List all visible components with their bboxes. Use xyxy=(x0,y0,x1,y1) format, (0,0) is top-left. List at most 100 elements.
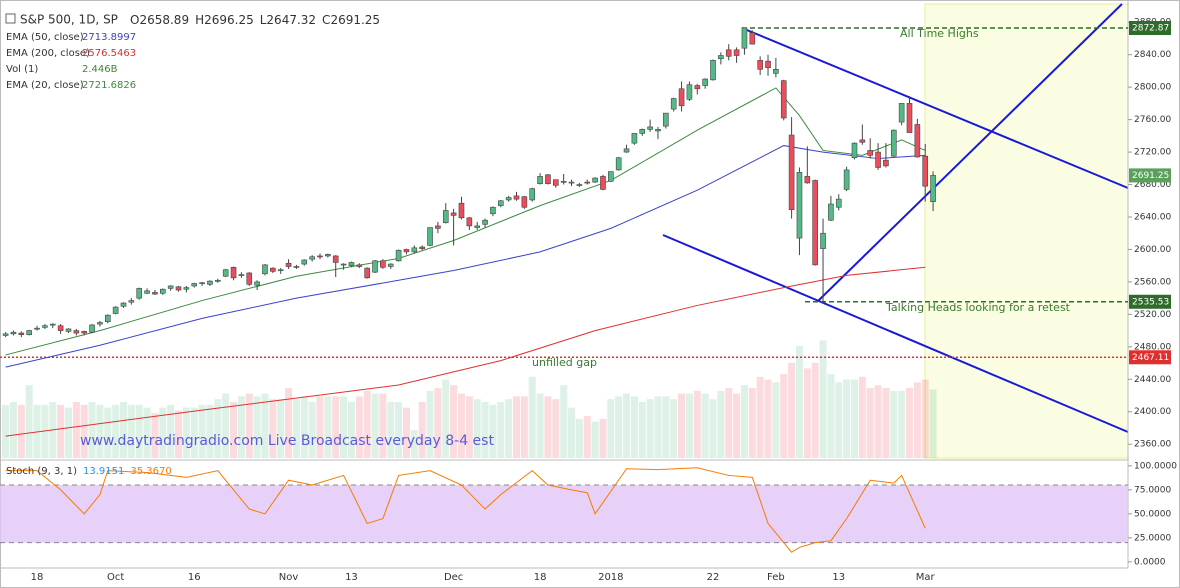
candle-body xyxy=(26,330,32,335)
volume-bar xyxy=(285,388,293,458)
stoch-name: Stoch (9, 3, 1) xyxy=(6,466,77,477)
candle-body xyxy=(733,49,740,56)
candle-body xyxy=(906,103,913,133)
y-tick-label: 2400.00 xyxy=(1134,407,1171,417)
x-tick-label: 13 xyxy=(832,572,845,583)
volume-bar xyxy=(827,374,835,458)
candle-body xyxy=(277,269,284,272)
volume-bar xyxy=(230,402,238,458)
level-tag xyxy=(1129,350,1171,365)
candle-body xyxy=(576,184,583,186)
volume-bar xyxy=(544,396,552,458)
volume-bar xyxy=(159,407,167,458)
y-tick-label: 0.0000 xyxy=(1134,557,1166,567)
trend-line xyxy=(662,234,1129,433)
candle-body xyxy=(191,283,198,287)
candle-body xyxy=(207,280,213,285)
level-label: 2691.25 xyxy=(1132,171,1169,181)
candle-body xyxy=(623,148,630,153)
candle-body xyxy=(175,286,182,291)
y-tick-label: 25.0000 xyxy=(1134,533,1171,543)
y-tick-label: 2800.00 xyxy=(1134,83,1171,93)
candle-body xyxy=(246,272,253,285)
stoch-k: 13.9151 xyxy=(83,466,124,477)
volume-bar xyxy=(678,393,686,458)
candle-body xyxy=(600,176,606,190)
candle-body xyxy=(144,290,150,294)
volume-bar xyxy=(269,399,277,458)
volume-bar xyxy=(96,404,104,458)
volume-bar xyxy=(866,388,874,458)
volume-bar xyxy=(182,407,190,458)
highlight-zone xyxy=(924,3,1129,459)
y-tick-label: 2440.00 xyxy=(1134,375,1171,385)
level-label: 2872.87 xyxy=(1132,24,1169,34)
volume-bar xyxy=(811,362,819,458)
level-tag xyxy=(1129,21,1171,36)
candle-body xyxy=(898,103,905,123)
ohlc-label: C xyxy=(322,13,330,27)
volume-bar xyxy=(308,402,316,458)
volume-bar xyxy=(395,402,403,458)
volume-bar xyxy=(733,393,741,458)
volume-bar xyxy=(552,399,560,458)
candle-body xyxy=(81,331,87,334)
volume-bar xyxy=(615,396,623,458)
volume-bar xyxy=(913,382,921,458)
volume-bar xyxy=(371,393,379,458)
volume-bar xyxy=(709,399,717,458)
back-layer xyxy=(2,340,937,458)
volume-bar xyxy=(25,385,33,458)
candle-body xyxy=(568,181,575,184)
candle-body xyxy=(820,232,826,249)
volume-bar xyxy=(190,407,198,458)
candle-body xyxy=(663,112,669,127)
volume-bar xyxy=(57,404,65,458)
volume-bar xyxy=(772,382,780,458)
candle-body xyxy=(851,142,858,159)
y-tick-label: 2560.00 xyxy=(1134,277,1171,287)
volume-bar xyxy=(465,396,473,458)
candle-body xyxy=(301,259,308,265)
candle-body xyxy=(474,225,481,228)
volume-bar xyxy=(127,404,135,458)
volume-bar xyxy=(473,399,481,458)
volume-bar xyxy=(835,382,843,458)
candle-body xyxy=(104,314,111,322)
annotation: Talking Heads looking for a retest xyxy=(885,301,1071,314)
candle-body xyxy=(380,260,386,268)
level-tag xyxy=(1129,294,1171,309)
volume-bar xyxy=(575,418,583,458)
volume-bar xyxy=(324,396,332,458)
candle-body xyxy=(812,180,818,266)
candle-body xyxy=(804,176,811,184)
volume-bar xyxy=(623,393,631,458)
stoch-legend: Stoch (9, 3, 1) 13.9151 35.3670 xyxy=(6,466,172,477)
candle-body xyxy=(2,333,9,336)
y-tick-label: 2720.00 xyxy=(1134,148,1171,158)
candle-body xyxy=(702,78,708,86)
volume-bar xyxy=(882,388,890,458)
candle-body xyxy=(403,249,410,253)
candle-body xyxy=(765,60,771,68)
candle-body xyxy=(160,288,166,294)
candle-body xyxy=(835,198,842,208)
volume-bar xyxy=(418,402,426,458)
ema-line xyxy=(5,266,926,437)
annotation: www.daytradingradio.com Live Broadcast e… xyxy=(80,433,494,449)
volume-bar xyxy=(685,393,693,458)
candle-body xyxy=(167,285,174,289)
candle-body xyxy=(136,288,143,299)
volume-bar xyxy=(104,407,112,458)
y-tick-label: 2520.00 xyxy=(1134,310,1171,320)
candle-body xyxy=(678,88,685,107)
volume-bar xyxy=(277,399,285,458)
volume-bar xyxy=(725,388,733,458)
volume-bar xyxy=(843,379,851,458)
volume-bar xyxy=(850,379,858,458)
volume-bar xyxy=(143,407,151,458)
candle-body xyxy=(505,197,512,201)
legend-name: EMA (20, close) xyxy=(6,80,84,91)
volume-bar xyxy=(347,402,355,458)
volume-bar xyxy=(457,393,465,458)
